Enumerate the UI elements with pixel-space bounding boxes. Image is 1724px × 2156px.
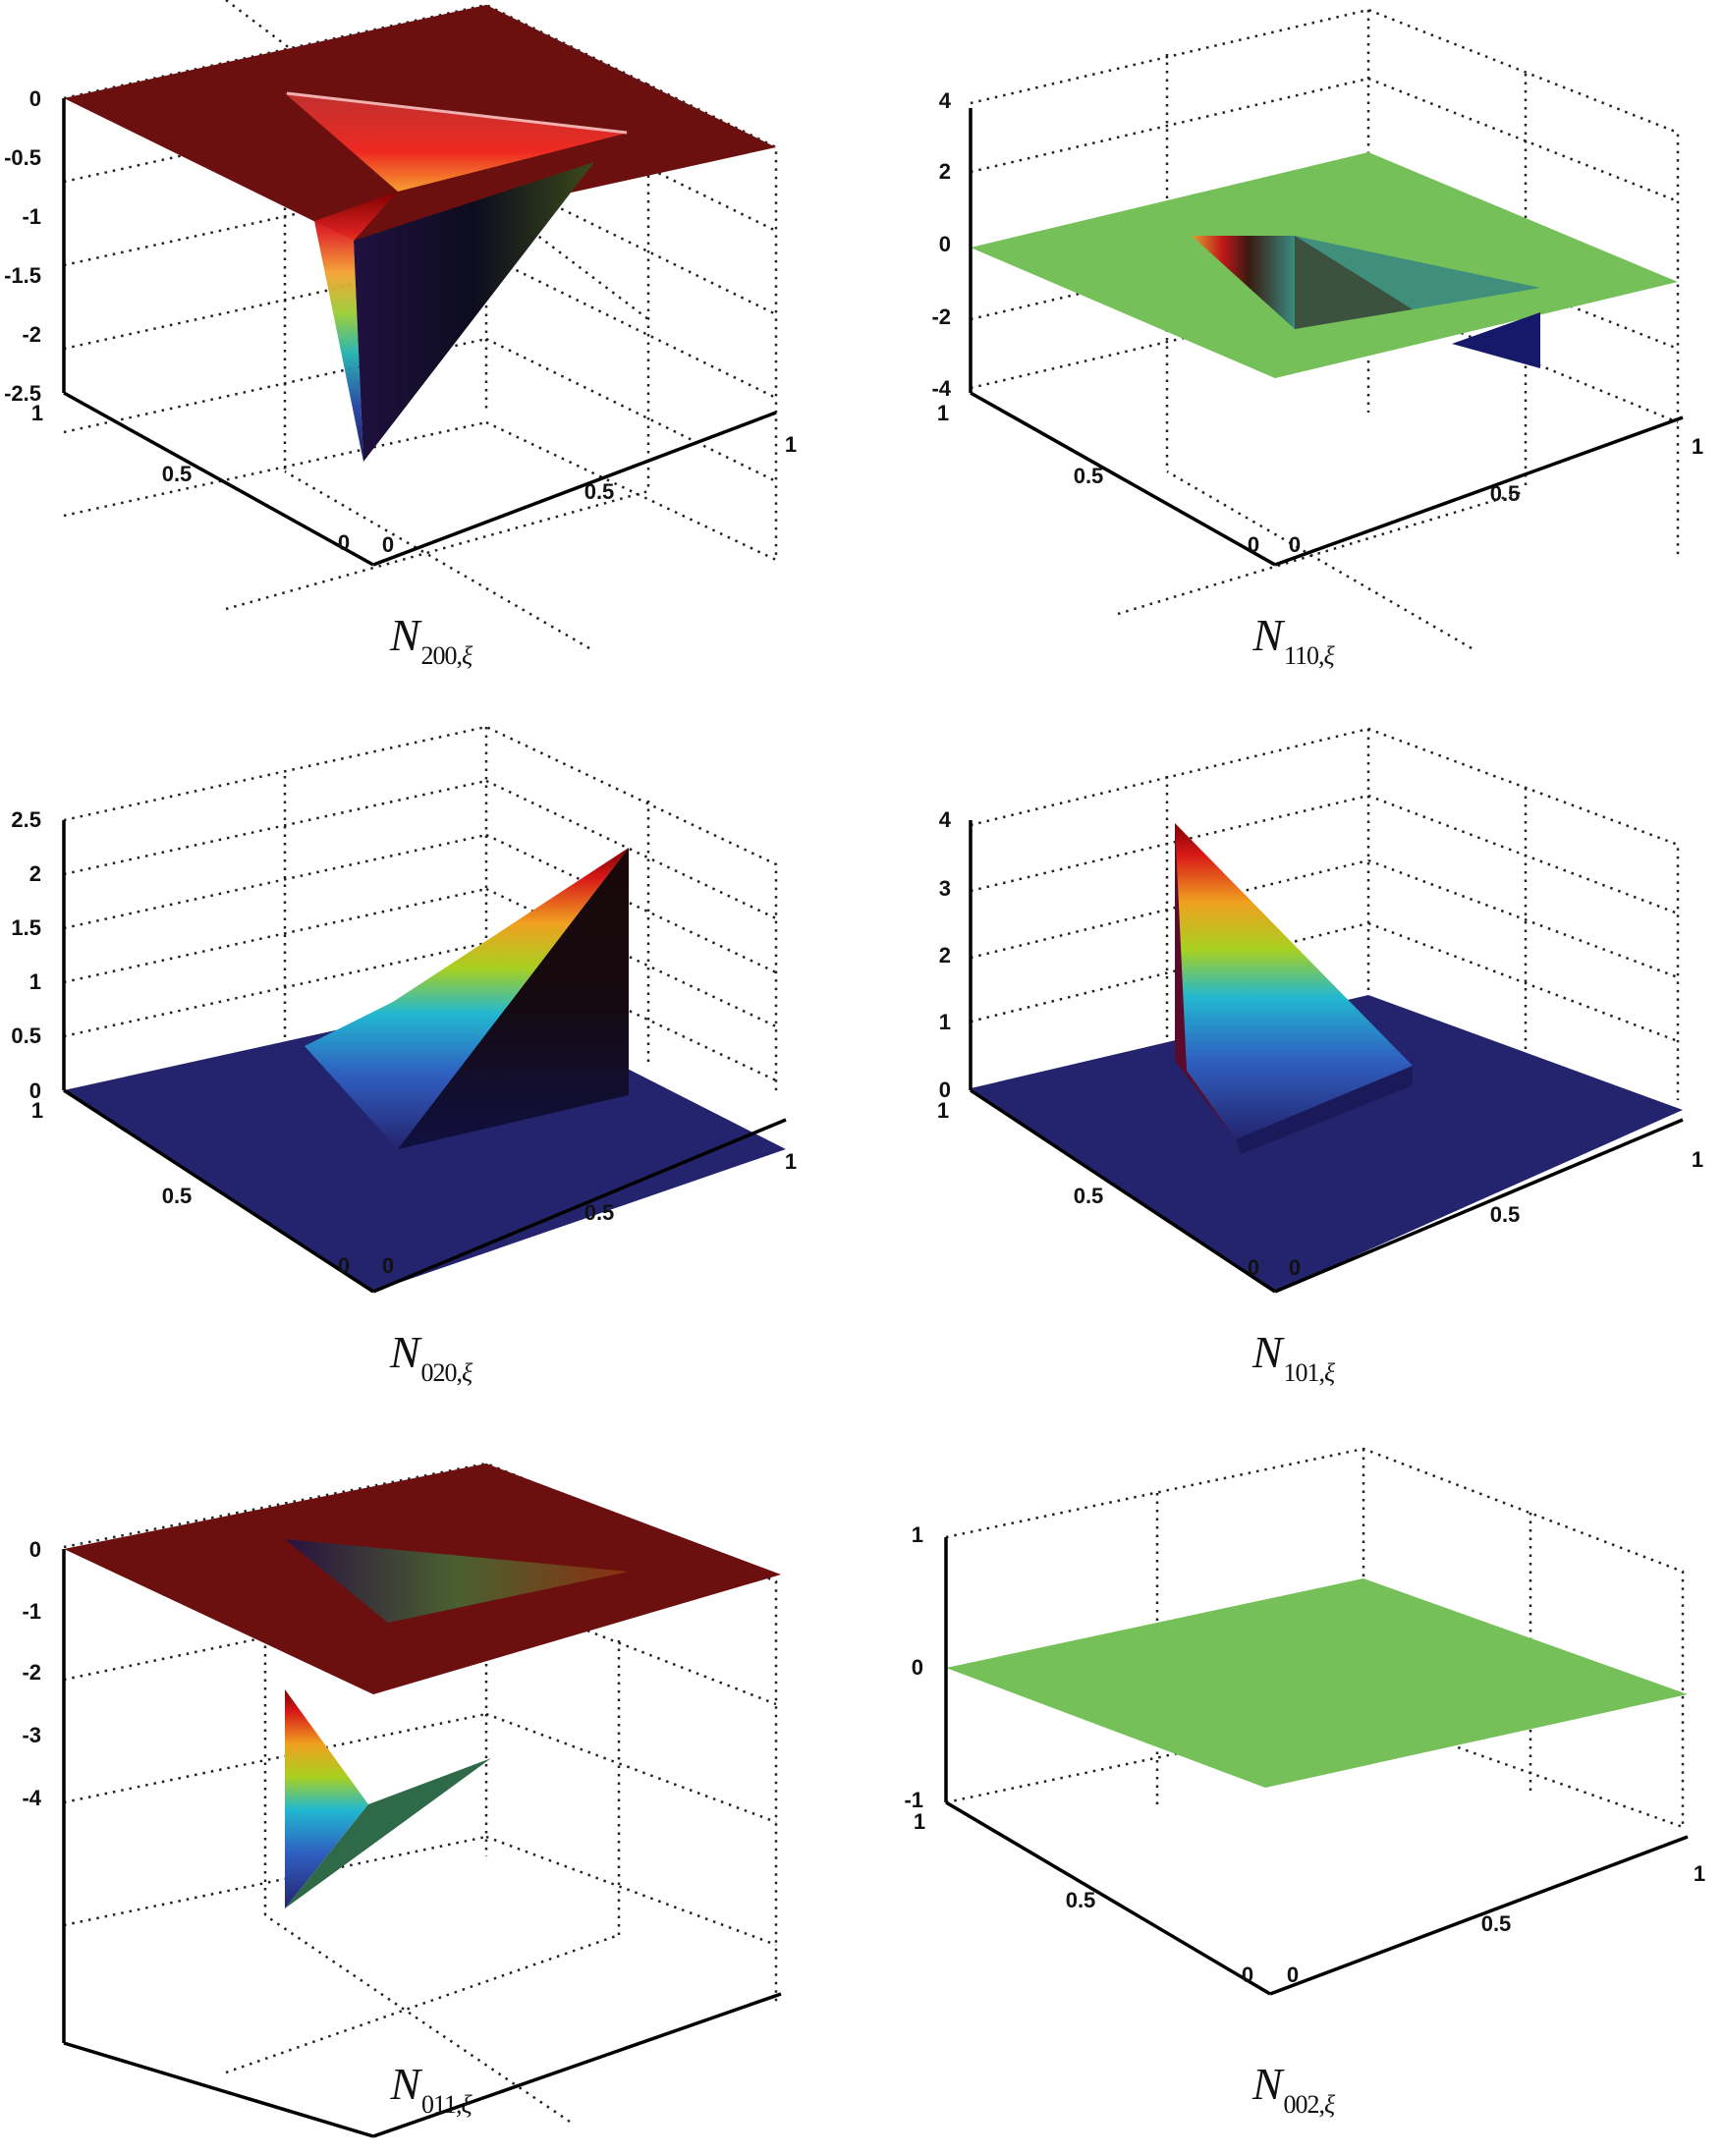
svg-text:1: 1 — [937, 1098, 949, 1123]
svg-text:0: 0 — [338, 530, 350, 555]
surface-plot-n200: 0 -0.5 -1 -1.5 -2 -2.5 1 0.5 0 0 0.5 1 — [4, 0, 797, 650]
z-ticks: 1 0 -1 — [904, 1522, 923, 1812]
svg-text:-1: -1 — [904, 1788, 923, 1812]
z-ticks: 4 2 0 -2 -4 — [931, 88, 951, 401]
svg-text:0: 0 — [939, 232, 951, 256]
svg-text:2.5: 2.5 — [11, 807, 41, 832]
svg-text:1: 1 — [1692, 434, 1703, 459]
caption-n101: N101,ξ — [1251, 1327, 1335, 1387]
svg-text:0: 0 — [912, 1655, 923, 1680]
svg-text:0: 0 — [29, 1078, 41, 1103]
svg-text:0: 0 — [1248, 532, 1259, 557]
svg-text:0.5: 0.5 — [11, 1023, 41, 1048]
svg-text:0.5: 0.5 — [162, 462, 193, 486]
svg-text:0.5: 0.5 — [584, 479, 615, 504]
svg-text:1: 1 — [912, 1522, 923, 1547]
svg-text:0: 0 — [1289, 532, 1301, 557]
svg-text:2: 2 — [939, 943, 951, 967]
svg-text:0.5: 0.5 — [1074, 464, 1104, 488]
svg-text:0: 0 — [338, 1253, 350, 1278]
x-ticks: 0 0.5 1 — [1287, 1861, 1705, 1987]
svg-text:2: 2 — [939, 159, 951, 184]
x-ticks: 0 0.5 1 — [1289, 1147, 1703, 1280]
svg-text:3: 3 — [939, 876, 951, 901]
plot-n002: 1 0 -1 1 0.5 0 0 0.5 1 N002,ξ — [862, 1444, 1724, 2156]
caption-n020: N020,ξ — [389, 1327, 473, 1387]
svg-text:0.5: 0.5 — [1481, 1911, 1512, 1936]
surface-plot-n101: 4 3 2 1 0 1 0.5 0 0 0.5 1 — [937, 727, 1703, 1294]
svg-text:-4: -4 — [931, 376, 951, 401]
svg-text:1: 1 — [785, 1149, 797, 1174]
z-ticks: 0 -1 -2 -3 -4 — [22, 1537, 41, 1810]
z-ticks: 2.5 2 1.5 1 0.5 0 — [11, 807, 41, 1103]
caption-n200: N200,ξ — [389, 610, 473, 670]
svg-text:-2.5: -2.5 — [4, 381, 41, 406]
svg-text:1: 1 — [29, 969, 41, 994]
plot-n101: 4 3 2 1 0 1 0.5 0 0 0.5 1 N101,ξ — [862, 717, 1724, 1429]
caption-n110: N110,ξ — [1252, 610, 1334, 670]
svg-text:0: 0 — [382, 1253, 394, 1278]
x-ticks: 0 0.5 1 — [382, 1149, 797, 1278]
svg-text:-0.5: -0.5 — [4, 145, 41, 170]
svg-text:4: 4 — [939, 807, 952, 832]
svg-text:-2: -2 — [931, 304, 951, 329]
svg-text:0: 0 — [1287, 1963, 1299, 1987]
plot-n110: 4 2 0 -2 -4 1 0.5 0 0 0.5 1 N110,ξ — [862, 0, 1724, 712]
svg-text:1: 1 — [939, 1010, 951, 1034]
plot-n200: 0 -0.5 -1 -1.5 -2 -2.5 1 0.5 0 0 0.5 1 N… — [0, 0, 862, 712]
svg-text:1: 1 — [31, 401, 43, 425]
svg-text:0.5: 0.5 — [1074, 1184, 1104, 1208]
svg-text:0: 0 — [29, 86, 41, 111]
svg-text:0.5: 0.5 — [1490, 481, 1521, 506]
svg-text:1: 1 — [1692, 1147, 1703, 1172]
surface-plot-n020: 2.5 2 1.5 1 0.5 0 1 0.5 0 0 0.5 1 — [11, 725, 797, 1294]
y-ticks: 1 0.5 0 — [937, 1098, 1259, 1280]
svg-text:-1: -1 — [22, 204, 41, 229]
svg-text:-1: -1 — [22, 1599, 41, 1624]
surface-plot-n011: 0 -1 -2 -3 -4 — [22, 1462, 782, 2138]
plot-n020: 2.5 2 1.5 1 0.5 0 1 0.5 0 0 0.5 1 N020,ξ — [0, 717, 862, 1429]
caption-n002: N002,ξ — [1251, 2059, 1335, 2119]
svg-text:1: 1 — [937, 401, 949, 425]
svg-text:1: 1 — [914, 1809, 925, 1834]
svg-text:1.5: 1.5 — [11, 915, 41, 940]
svg-text:-2: -2 — [22, 322, 41, 347]
svg-text:-1.5: -1.5 — [4, 263, 41, 288]
svg-text:0: 0 — [29, 1537, 41, 1562]
x-ticks: 0 0.5 1 — [1289, 434, 1703, 557]
svg-text:0: 0 — [382, 532, 394, 557]
svg-text:0.5: 0.5 — [584, 1200, 615, 1225]
y-ticks: 1 0.5 0 — [31, 1098, 350, 1278]
svg-text:-2: -2 — [22, 1660, 41, 1685]
svg-text:0: 0 — [939, 1078, 951, 1102]
svg-text:-4: -4 — [22, 1786, 41, 1810]
y-ticks: 1 0.5 0 — [937, 401, 1259, 557]
z-ticks: 0 -0.5 -1 -1.5 -2 -2.5 — [4, 86, 41, 406]
svg-text:1: 1 — [785, 432, 797, 457]
svg-text:0: 0 — [1248, 1255, 1259, 1280]
surface-plot-n110: 4 2 0 -2 -4 1 0.5 0 0 0.5 1 — [931, 8, 1703, 650]
svg-text:1: 1 — [31, 1098, 43, 1123]
svg-text:-3: -3 — [22, 1723, 41, 1747]
svg-text:0: 0 — [1242, 1963, 1253, 1987]
svg-text:2: 2 — [29, 861, 41, 886]
plot-n011: 0 -1 -2 -3 -4 N011,ξ — [0, 1444, 862, 2156]
surface-plot-n002: 1 0 -1 1 0.5 0 0 0.5 1 — [904, 1447, 1705, 1996]
svg-text:0.5: 0.5 — [1490, 1202, 1521, 1227]
y-ticks: 1 0.5 0 — [31, 401, 350, 555]
caption-n011: N011,ξ — [390, 2059, 472, 2119]
svg-text:4: 4 — [939, 88, 952, 113]
y-ticks: 1 0.5 0 — [914, 1809, 1253, 1987]
z-ticks: 4 3 2 1 0 — [939, 807, 952, 1102]
svg-text:0: 0 — [1289, 1255, 1301, 1280]
svg-text:0.5: 0.5 — [1066, 1888, 1096, 1912]
svg-text:0.5: 0.5 — [162, 1184, 193, 1208]
x-ticks: 0 0.5 1 — [382, 432, 797, 557]
svg-text:1: 1 — [1694, 1861, 1705, 1886]
